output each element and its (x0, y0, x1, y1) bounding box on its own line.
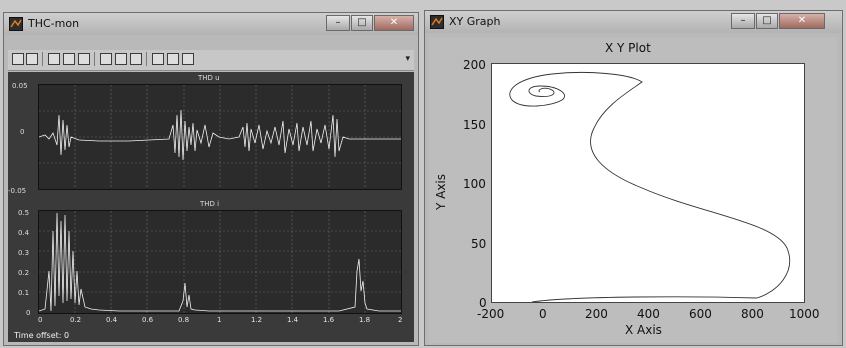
scope-titlebar[interactable]: THC-mon – □ ✕ (4, 13, 418, 35)
scope2-xtick: 0.8 (178, 316, 190, 324)
zoom-y-icon[interactable] (78, 53, 90, 65)
xy-titlebar[interactable]: XY Graph – □ ✕ (425, 11, 842, 33)
signal-selector-icon[interactable] (182, 53, 194, 65)
minimize-icon[interactable]: – (731, 13, 755, 29)
scope2-xtick: 1.6 (323, 316, 335, 324)
save-axes-icon[interactable] (115, 53, 127, 65)
toolbar-separator (94, 52, 95, 66)
close-icon[interactable]: ✕ (374, 15, 414, 31)
y-tick: 0 (479, 296, 487, 310)
scope1-ytick: 0 (20, 128, 25, 136)
y-tick: 50 (471, 237, 487, 251)
x-tick: 600 (689, 307, 712, 321)
xy-figure: X Y Plot 200 150 100 50 0 Y Axis -200 0 … (429, 37, 837, 343)
xy-trajectory (509, 72, 791, 303)
y-tick: 150 (463, 118, 486, 132)
scope-toolbar: ▾ (8, 50, 414, 71)
toolbar-separator (146, 52, 147, 66)
scope2-axes[interactable] (38, 210, 402, 314)
scope2-ytick: 0.1 (18, 289, 30, 297)
scope2-ytick: 0 (26, 309, 31, 317)
restore-axes-icon[interactable] (130, 53, 142, 65)
toolbar-separator (42, 52, 43, 66)
scope2-grid (39, 211, 401, 313)
matlab-logo-icon (9, 17, 23, 31)
xy-window-title: XY Graph (449, 15, 501, 28)
scope2-ytick: 0.5 (18, 209, 30, 217)
maximize-icon[interactable]: □ (756, 13, 778, 29)
maximize-icon[interactable]: □ (351, 15, 373, 31)
autoscale-icon[interactable] (100, 53, 112, 65)
scope2-ytick: 0.4 (18, 229, 30, 237)
scope1-ytick: 0.05 (12, 82, 28, 90)
x-tick: 200 (585, 307, 608, 321)
scope2-xtick: 1.2 (251, 316, 263, 324)
scope1-ytick: -0.05 (8, 187, 27, 195)
zoom-icon[interactable] (48, 53, 60, 65)
scope2-title: THD i (200, 200, 220, 208)
close-icon[interactable]: ✕ (779, 13, 825, 29)
zoom-x-icon[interactable] (63, 53, 75, 65)
x-tick: 0 (539, 307, 547, 321)
scope2-xtick: 1.4 (287, 316, 299, 324)
x-tick: 1000 (789, 307, 820, 321)
scope2-ytick: 0.3 (18, 249, 30, 257)
thd-i-trace (38, 212, 401, 312)
y-axis-label: Y Axis (434, 173, 449, 211)
floating-scope-icon[interactable] (152, 53, 164, 65)
scope-window-title: THC-mon (28, 17, 80, 30)
xy-plot-title: X Y Plot (605, 41, 651, 55)
x-tick: 400 (637, 307, 660, 321)
lock-icon[interactable] (167, 53, 179, 65)
scope2-xtick: 0 (38, 316, 43, 324)
print-icon[interactable] (12, 53, 24, 65)
scope2-xtick: 0.2 (70, 316, 82, 324)
scope2-xtick: 1 (217, 316, 222, 324)
y-tick: 200 (463, 58, 486, 72)
xy-plot (509, 72, 791, 303)
thd-u-trace (38, 109, 401, 161)
scope2-xtick: 0.6 (142, 316, 154, 324)
scope-window: THC-mon – □ ✕ ▾ THD u 0.05 0 -0.05 (3, 12, 419, 346)
scope2-ytick: 0.2 (18, 269, 30, 277)
scope2-xtick: 0.4 (106, 316, 118, 324)
scope-display: THD u 0.05 0 -0.05 THD i 0.5 0.4 0.3 0.2… (8, 72, 414, 342)
scope2-xtick: 1.8 (359, 316, 371, 324)
xy-axes[interactable] (491, 63, 805, 303)
scope1-grid (39, 85, 401, 189)
y-tick: 100 (463, 177, 486, 191)
matlab-logo-icon (430, 15, 444, 29)
scope1-axes[interactable] (38, 84, 402, 190)
scope2-xtick: 2 (398, 316, 403, 324)
time-offset-status: Time offset: 0 (14, 331, 70, 340)
chevron-down-icon[interactable]: ▾ (405, 54, 410, 64)
minimize-icon[interactable]: – (326, 15, 350, 31)
params-icon[interactable] (26, 53, 38, 65)
scope1-title: THD u (198, 74, 220, 82)
scope2-plot (38, 211, 401, 313)
x-tick: -200 (477, 307, 505, 321)
scope1-plot (38, 85, 401, 189)
xy-graph-window: XY Graph – □ ✕ X Y Plot 200 150 100 50 0… (424, 10, 843, 346)
x-axis-label: X Axis (625, 323, 662, 337)
x-tick: 800 (741, 307, 764, 321)
